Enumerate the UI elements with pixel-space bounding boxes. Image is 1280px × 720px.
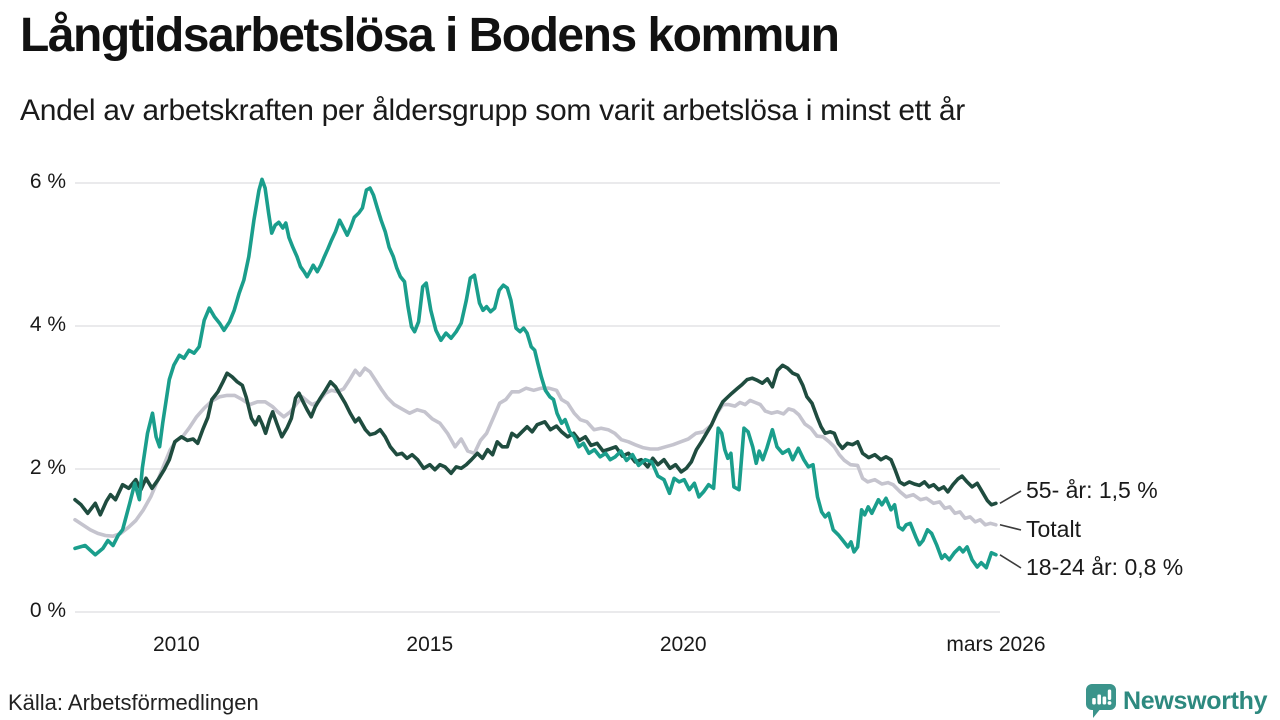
end-label-age-55-plus: 55- år: 1,5 % — [1026, 477, 1158, 503]
end-label-total: Totalt — [1026, 516, 1081, 542]
end-label-age-18-24: 18-24 år: 0,8 % — [1026, 554, 1184, 580]
series-line-total — [73, 366, 998, 539]
series-line-age-18-24 — [73, 177, 998, 570]
gridlines — [75, 182, 1000, 613]
x-axis-label: 2010 — [153, 633, 200, 656]
end-label-connector — [999, 490, 1022, 505]
chart-subtitle: Andel av arbetskraften per åldersgrupp s… — [20, 94, 965, 127]
series-lines — [73, 177, 998, 570]
y-axis-label: 2 % — [29, 456, 66, 479]
source-note: Källa: Arbetsförmedlingen — [8, 690, 259, 715]
y-axis-label: 6 % — [29, 170, 66, 193]
chart-title: Långtidsarbetslösa i Bodens kommun — [20, 9, 840, 62]
x-axis-label: 2015 — [406, 633, 454, 656]
x-axis-label: 2020 — [659, 633, 707, 656]
end-label-connector — [999, 523, 1022, 531]
end-label-connector — [999, 554, 1022, 569]
y-axis-label: 0 % — [29, 599, 66, 622]
series-line-age-55-plus — [73, 363, 998, 517]
y-axis-label: 4 % — [29, 313, 66, 336]
newsworthy-bubble-chart-icon — [1085, 683, 1117, 719]
newsworthy-wordmark: Newsworthy — [1123, 686, 1268, 715]
end-label-connectors — [999, 490, 1022, 569]
x-axis-label: mars 2026 — [946, 633, 1046, 656]
newsworthy-logo: Newsworthy — [1085, 683, 1268, 719]
